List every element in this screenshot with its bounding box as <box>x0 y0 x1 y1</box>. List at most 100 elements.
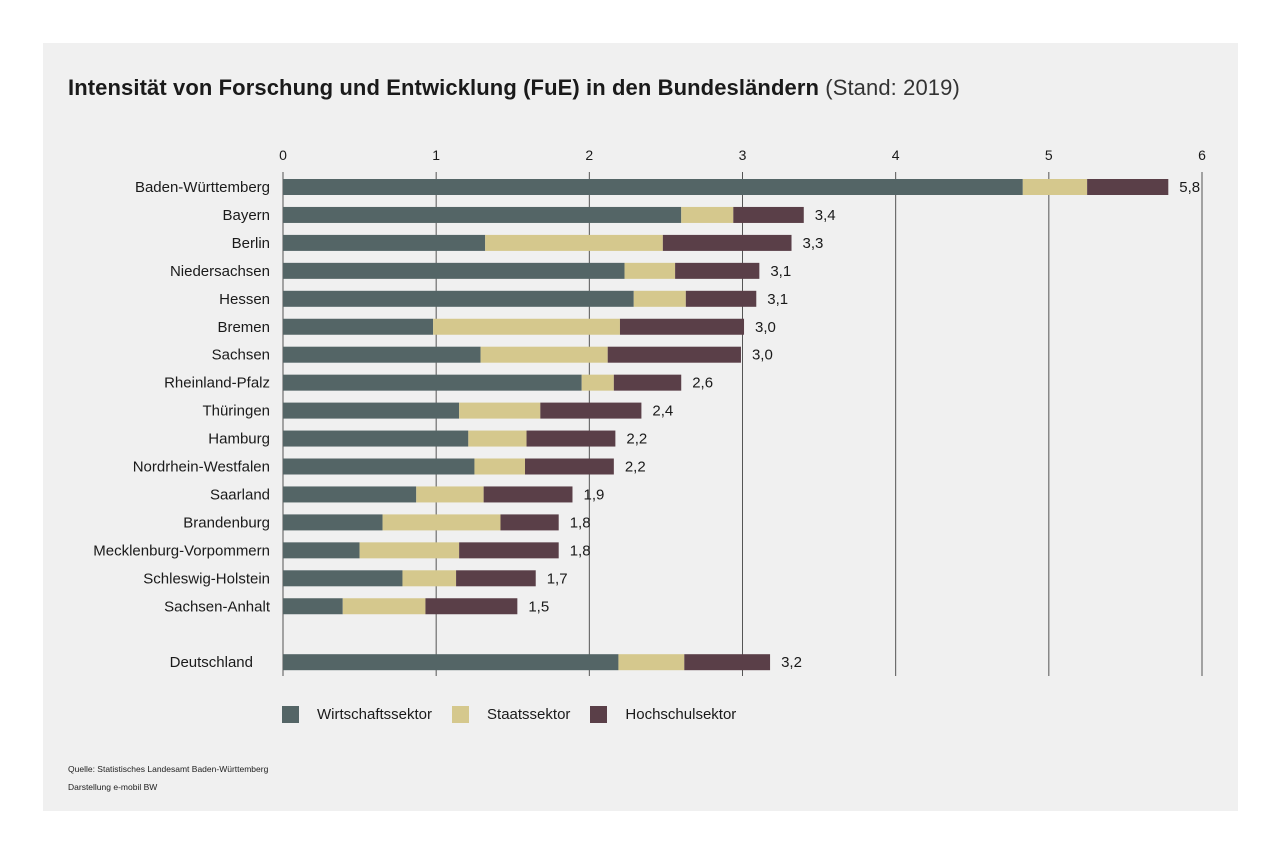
total-value-label: 3,1 <box>770 263 791 280</box>
bar-segment-0-5 <box>283 318 434 335</box>
legend-item-hochschule: Hochschulsektor <box>590 705 737 723</box>
category-label: Niedersachsen <box>170 263 270 280</box>
bar-segment-1-11 <box>416 486 484 503</box>
x-tick-label-3: 3 <box>739 147 747 163</box>
bar-segment-2-12 <box>500 514 559 531</box>
bar-segment-0-1 <box>283 206 682 223</box>
grid-lines <box>282 172 1203 676</box>
legend-swatch-wirtschaft <box>282 705 299 723</box>
chart-panel <box>43 43 1238 811</box>
bar-segment-0-7 <box>283 374 582 391</box>
bar-segment-2-7 <box>613 374 682 391</box>
bar-segment-1-2 <box>485 234 663 251</box>
bar-segment-1-12 <box>382 514 501 531</box>
bar-segment-1-8 <box>459 402 541 419</box>
x-tick-label-5: 5 <box>1045 147 1053 163</box>
category-label: Hessen <box>219 291 270 308</box>
total-value-label: 2,2 <box>626 431 647 448</box>
bar-segment-1-0 <box>1022 179 1088 195</box>
bar-segment-1-13 <box>359 542 460 559</box>
bar-segment-0-4 <box>283 290 634 307</box>
bar-segment-0-10 <box>283 458 475 475</box>
bar-segment-0-2 <box>283 234 486 251</box>
category-labels: Baden-Württemberg Bayern Berlin Niedersachs… <box>93 179 271 671</box>
x-tick-label-6: 6 <box>1198 147 1206 163</box>
x-tick-label-0: 0 <box>279 147 287 163</box>
x-axis-ticks: 0 1 2 3 4 5 6 <box>279 147 1206 163</box>
bar-segment-0-14 <box>283 570 403 587</box>
x-tick-label-4: 4 <box>892 147 900 163</box>
total-labels: 5,83,43,33,13,13,03,02,62,42,22,21,91,81… <box>528 179 1200 671</box>
total-value-label: 1,5 <box>528 598 549 615</box>
bar-segment-1-4 <box>633 290 686 307</box>
category-label: Thüringen <box>202 403 270 420</box>
total-value-label: 3,0 <box>752 347 773 364</box>
bar-segment-1-5 <box>433 318 620 335</box>
bar-segment-2-4 <box>685 290 757 307</box>
credit-line: Darstellung e-mobil BW <box>68 782 158 792</box>
total-value-label: 3,1 <box>767 291 788 308</box>
total-value-label: 3,0 <box>755 319 776 336</box>
legend-swatch-staat <box>452 705 470 723</box>
bar-segment-2-13 <box>459 542 559 559</box>
total-value-label: 1,7 <box>547 570 568 587</box>
bar-segment-2-1 <box>733 206 804 223</box>
total-value-label: 3,4 <box>815 207 836 224</box>
legend-item-staat: Staatssektor <box>452 705 571 723</box>
source-note: Quelle: Statistisches Landesamt Baden-Wü… <box>68 760 268 796</box>
bar-segment-2-5 <box>619 318 745 335</box>
category-label: Baden-Württemberg <box>135 179 270 196</box>
bar-segment-1-7 <box>581 374 614 391</box>
category-label: Bremen <box>217 319 270 336</box>
category-label: Saarland <box>210 486 270 503</box>
bar-segment-0-13 <box>283 542 360 559</box>
bar-segment-2-2 <box>662 234 792 251</box>
bar-segment-2-6 <box>607 346 741 363</box>
chart-title: Intensität von Forschung und Entwicklung… <box>68 75 960 101</box>
total-value-label: 1,9 <box>583 486 604 503</box>
legend-label-hochschule: Hochschulsektor <box>625 705 737 723</box>
bar-segment-2-3 <box>675 262 760 279</box>
bar-segment-2-11 <box>483 486 573 503</box>
chart-title-sub: (Stand: 2019) <box>825 75 960 100</box>
bar-segment-2-14 <box>456 570 536 587</box>
bar-segment-1-14 <box>402 570 457 587</box>
bar-segment-0-12 <box>283 514 383 531</box>
bar-segment-1-9 <box>468 430 527 447</box>
legend: Wirtschaftssektor Staatssektor Hochschul… <box>282 703 756 725</box>
bar-segment-0-9 <box>283 430 469 447</box>
category-label: Brandenburg <box>183 514 270 531</box>
total-value-label: 3,2 <box>781 654 802 671</box>
total-value-label: 1,8 <box>570 514 591 531</box>
bar-segment-0-11 <box>283 486 417 503</box>
category-label: Rheinland-Pfalz <box>164 375 270 392</box>
bar-segment-0-0 <box>283 179 1023 195</box>
total-value-label: 2,2 <box>625 459 646 476</box>
chart-title-main: Intensität von Forschung und Entwicklung… <box>68 75 820 100</box>
category-label: Bayern <box>222 207 270 224</box>
bar-segment-1-15 <box>342 598 426 615</box>
category-label: Berlin <box>232 235 270 252</box>
category-label: Sachsen-Anhalt <box>164 598 271 615</box>
total-value-label: 5,8 <box>1179 179 1200 196</box>
legend-item-wirtschaft: Wirtschaftssektor <box>282 705 432 723</box>
category-label: Deutschland <box>170 654 253 671</box>
total-value-label: 1,8 <box>570 542 591 559</box>
bar-segment-2-16 <box>684 654 771 671</box>
category-label: Mecklenburg-Vorpommern <box>93 542 270 559</box>
bar-segment-0-6 <box>283 346 481 363</box>
legend-label-staat: Staatssektor <box>487 705 571 723</box>
bar-segment-1-3 <box>624 262 676 279</box>
bar-segment-1-6 <box>480 346 608 363</box>
category-label: Nordrhein-Westfalen <box>133 459 270 476</box>
bar-segment-0-8 <box>283 402 460 419</box>
category-label: Hamburg <box>208 431 270 448</box>
category-label: Sachsen <box>212 347 270 364</box>
bars <box>283 179 1169 671</box>
x-tick-label-2: 2 <box>585 147 593 163</box>
bar-segment-0-15 <box>283 598 343 615</box>
x-tick-label-1: 1 <box>432 147 440 163</box>
bar-segment-2-9 <box>526 430 616 447</box>
bar-segment-0-3 <box>283 262 625 279</box>
bar-segment-2-8 <box>540 402 642 419</box>
